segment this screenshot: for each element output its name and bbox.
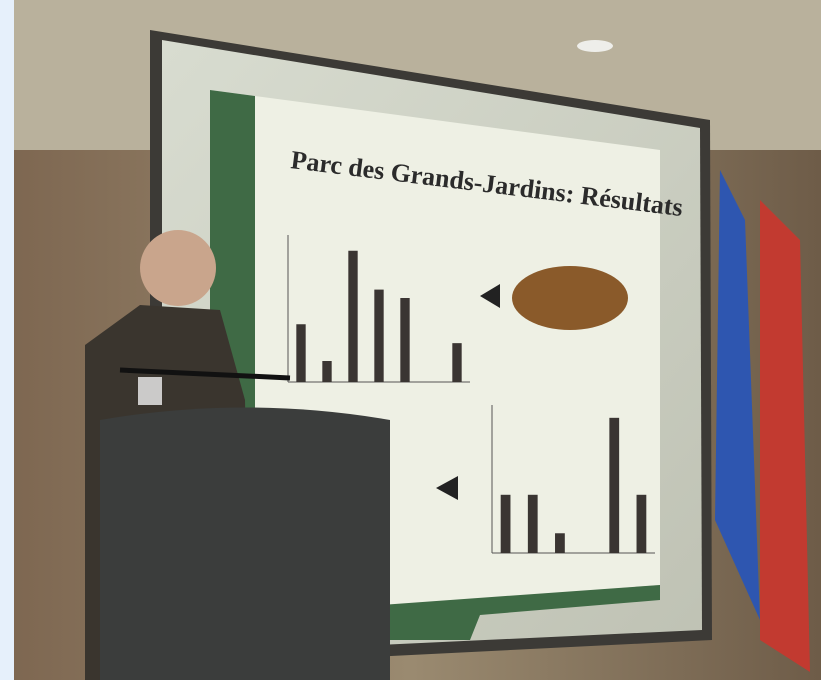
bar xyxy=(528,495,538,553)
podium xyxy=(100,408,390,680)
bar xyxy=(637,495,647,553)
bar xyxy=(322,361,331,382)
ceiling-light xyxy=(577,40,613,52)
photo: Parc des Grands-Jardins: Résultats xyxy=(0,0,821,680)
bar xyxy=(374,290,383,382)
bar xyxy=(555,533,565,553)
glass xyxy=(138,377,162,405)
bar xyxy=(348,251,357,382)
speaker-head xyxy=(140,230,216,306)
bar xyxy=(609,418,619,553)
bar xyxy=(501,495,511,553)
bar xyxy=(452,343,461,382)
left-strip xyxy=(0,0,14,680)
bar xyxy=(296,324,305,382)
beetle-photo xyxy=(512,266,628,330)
bar xyxy=(400,298,409,382)
